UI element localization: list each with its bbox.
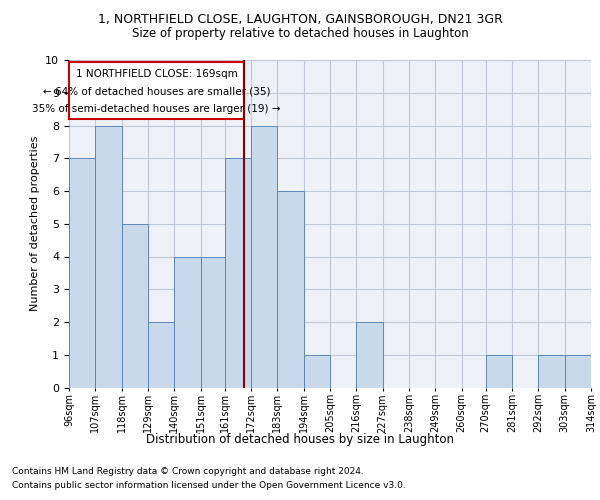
Text: Contains public sector information licensed under the Open Government Licence v3: Contains public sector information licen… (12, 481, 406, 490)
Bar (200, 256, 224, 388)
Bar (304, 355, 330, 388)
Bar (69, 62, 244, 119)
Bar (485, 355, 512, 388)
Text: ← 64% of detached houses are smaller (35): ← 64% of detached houses are smaller (35… (43, 86, 270, 97)
Text: Contains HM Land Registry data © Crown copyright and database right 2024.: Contains HM Land Registry data © Crown c… (12, 468, 364, 476)
Bar (69, 158, 95, 388)
Bar (175, 256, 200, 388)
Bar (224, 158, 251, 388)
Bar (356, 322, 383, 388)
Text: Distribution of detached houses by size in Laughton: Distribution of detached houses by size … (146, 432, 454, 446)
Text: 1 NORTHFIELD CLOSE: 169sqm: 1 NORTHFIELD CLOSE: 169sqm (76, 69, 237, 79)
Text: 35% of semi-detached houses are larger (19) →: 35% of semi-detached houses are larger (… (32, 104, 281, 114)
Bar (148, 322, 175, 388)
Bar (122, 224, 148, 388)
Text: 1, NORTHFIELD CLOSE, LAUGHTON, GAINSBOROUGH, DN21 3GR: 1, NORTHFIELD CLOSE, LAUGHTON, GAINSBORO… (98, 12, 502, 26)
Text: Size of property relative to detached houses in Laughton: Size of property relative to detached ho… (131, 28, 469, 40)
Y-axis label: Number of detached properties: Number of detached properties (30, 136, 40, 312)
Bar (277, 191, 304, 388)
Bar (95, 126, 122, 388)
Bar (538, 355, 565, 388)
Bar (565, 355, 591, 388)
Bar (251, 126, 277, 388)
